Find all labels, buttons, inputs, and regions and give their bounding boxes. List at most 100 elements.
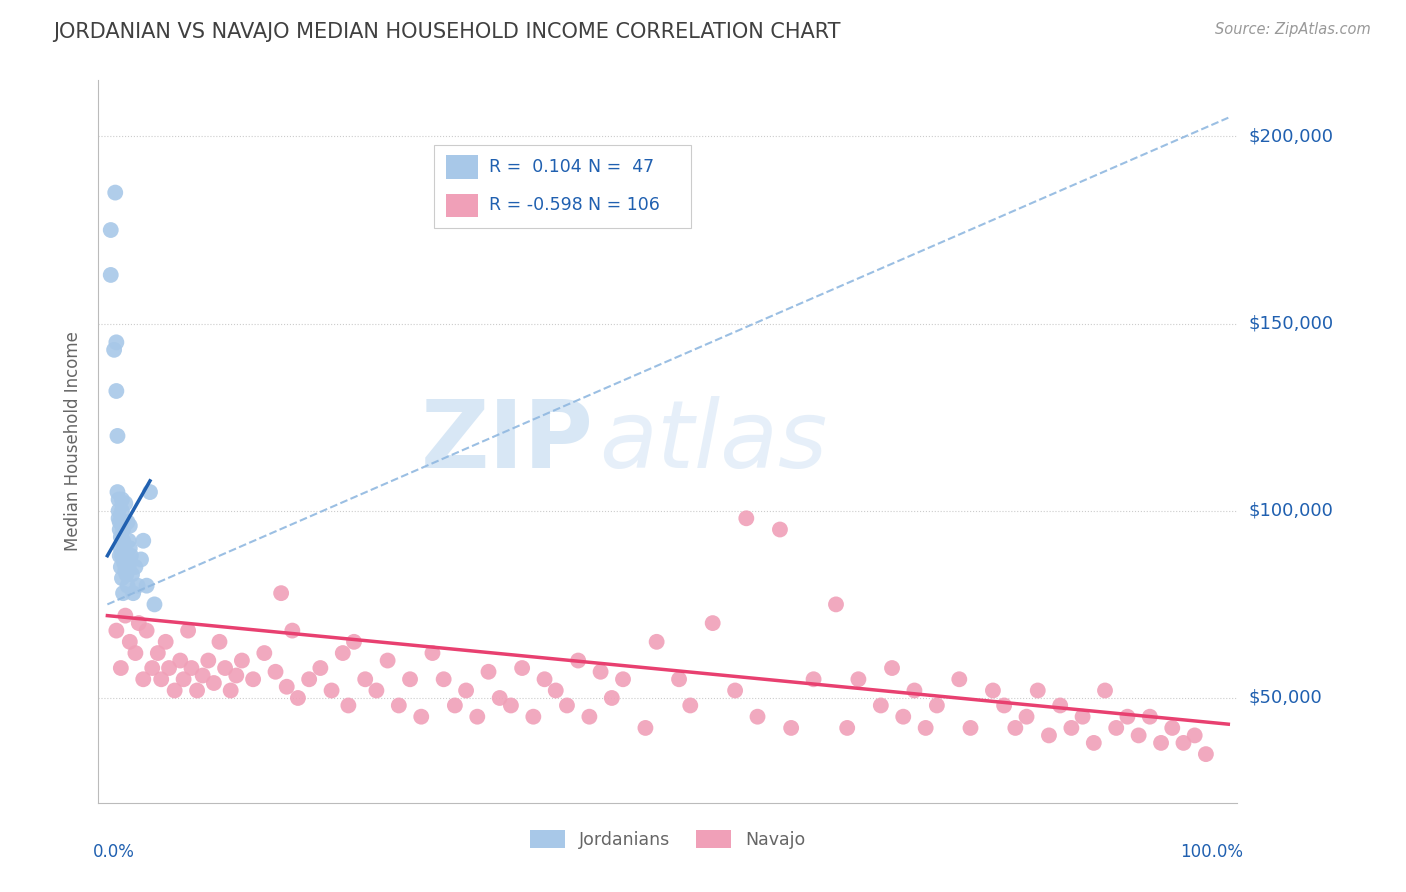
Point [110,541,132,556]
Point [110,661,132,675]
Point [337,698,360,713]
Point [112,518,135,533]
Text: atlas: atlas [599,396,828,487]
Point [1083,736,1105,750]
Point [118,541,141,556]
Point [735,511,758,525]
Point [567,654,589,668]
Point [1105,721,1128,735]
Point [399,673,422,687]
Point [769,523,792,537]
Point [135,579,157,593]
Point [1184,728,1206,742]
Text: ZIP: ZIP [420,395,593,488]
Point [214,661,236,675]
Text: Source: ZipAtlas.com: Source: ZipAtlas.com [1215,22,1371,37]
Text: JORDANIAN VS NAVAJO MEDIAN HOUSEHOLD INCOME CORRELATION CHART: JORDANIAN VS NAVAJO MEDIAN HOUSEHOLD INC… [53,22,841,42]
Point [177,624,200,638]
Point [110,530,132,544]
Text: N = 106: N = 106 [588,196,659,214]
Point [343,635,366,649]
Point [747,709,769,723]
Point [107,485,129,500]
Point [115,549,138,563]
Point [118,518,141,533]
Point [197,654,219,668]
Point [645,635,668,649]
Point [903,683,925,698]
Point [139,485,162,500]
Point [110,560,132,574]
Point [544,683,567,698]
Point [600,690,623,705]
Point [143,598,166,612]
Y-axis label: Median Household Income: Median Household Income [65,332,83,551]
Point [1150,736,1173,750]
Text: $150,000: $150,000 [1249,315,1333,333]
Text: $200,000: $200,000 [1249,128,1333,145]
Point [132,673,155,687]
Point [111,492,134,507]
Point [332,646,354,660]
Point [107,429,129,443]
Point [281,624,304,638]
Point [100,268,122,282]
Text: 0.0%: 0.0% [93,843,135,861]
Point [219,683,242,698]
Point [1049,698,1071,713]
Point [191,668,214,682]
Point [848,673,870,687]
Point [948,673,970,687]
Point [105,624,128,638]
Point [242,673,264,687]
Point [981,683,1004,698]
Text: $50,000: $50,000 [1249,689,1322,707]
Legend: Jordanians, Navajo: Jordanians, Navajo [523,823,813,855]
Point [388,698,411,713]
Point [118,560,141,574]
Point [533,673,555,687]
Point [499,698,522,713]
Point [634,721,657,735]
Point [925,698,948,713]
Point [111,549,134,563]
Point [112,523,135,537]
Point [108,549,131,563]
Point [366,683,388,698]
Point [108,523,131,537]
Point [114,608,136,623]
Point [103,343,125,357]
Point [111,571,134,585]
Point [679,698,702,713]
Point [1116,709,1139,723]
Point [1071,709,1094,723]
Point [100,223,122,237]
Point [880,661,903,675]
Point [465,709,488,723]
Point [287,690,309,705]
Point [444,698,467,713]
Point [122,586,145,600]
Text: N =  47: N = 47 [588,158,654,176]
Point [1195,747,1218,761]
Point [1161,721,1184,735]
Point [1026,683,1049,698]
Bar [446,155,478,178]
Point [668,673,690,687]
Point [124,560,146,574]
Point [555,698,578,713]
Point [107,492,129,507]
Point [1015,709,1038,723]
Point [129,552,152,566]
Point [993,698,1015,713]
Point [115,567,138,582]
Point [117,515,139,529]
Point [1139,709,1161,723]
Point [589,665,612,679]
Point [914,721,936,735]
Text: R =  0.104: R = 0.104 [489,158,582,176]
Point [225,668,247,682]
Point [186,683,208,698]
Point [118,533,141,548]
Point [253,646,276,660]
